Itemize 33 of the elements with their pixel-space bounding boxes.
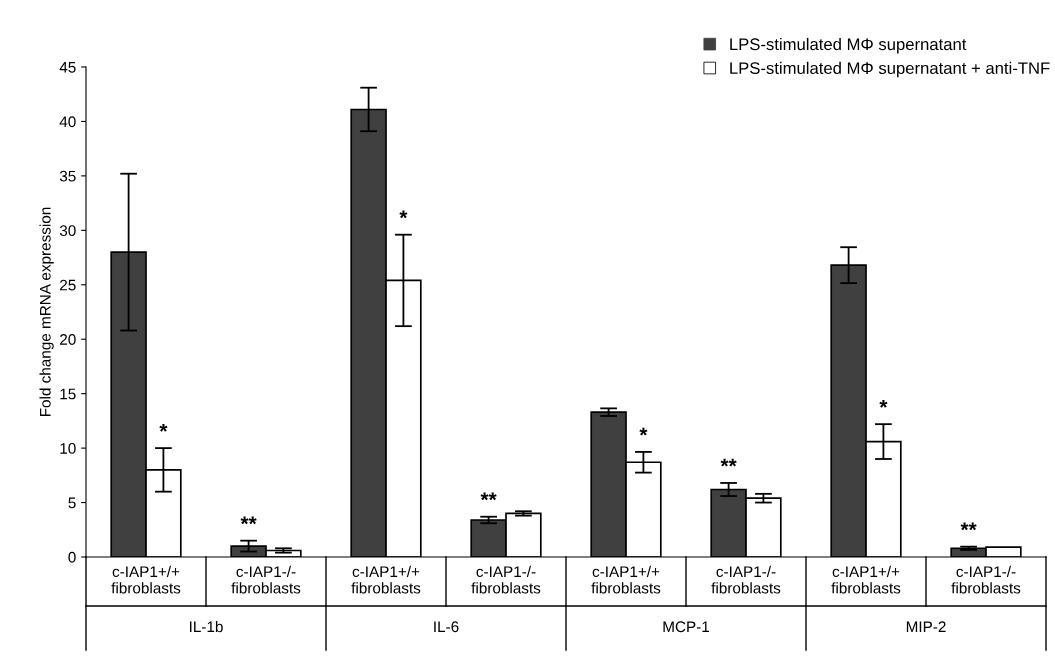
text: MIP-2 <box>906 621 946 632</box>
legend-label: LPS-stimulated MΦ supernatant <box>730 37 967 54</box>
text: IL-6 <box>434 621 459 633</box>
data-label: ** <box>240 516 257 525</box>
x-tick-label: c-IAP1-/- fibroblasts <box>711 565 781 594</box>
y-tick-label: 0 <box>68 551 76 563</box>
y-tick-label: 15 <box>60 388 76 400</box>
data-label: ** <box>720 458 737 467</box>
x-tick-label: c-IAP1+/+ fibroblasts <box>351 565 421 594</box>
x-tick-label: c-IAP1-/- fibroblasts <box>471 565 541 594</box>
x-tick-label: c-IAP1+/+ fibroblasts <box>591 565 661 594</box>
text: MCP-1 <box>663 621 710 633</box>
y-tick-label: 5 <box>68 497 76 509</box>
y-tick-label: 35 <box>59 170 76 182</box>
data-label: ** <box>960 522 977 531</box>
y-tick-label: 25 <box>60 279 76 291</box>
x-tick-label: c-IAP1+/+ fibroblasts <box>831 565 901 594</box>
text: IL-1b <box>190 620 223 633</box>
y-tick-label: 20 <box>60 334 76 345</box>
y-tick-label: 30 <box>59 225 76 237</box>
data-label: * <box>639 427 648 436</box>
y-axis-title: Fold change mRNA expression <box>39 207 54 417</box>
legend-label: LPS-stimulated MΦ supernatant + anti-TNF <box>730 61 1050 78</box>
data-label: * <box>879 399 888 408</box>
y-tick-label: 45 <box>59 62 76 73</box>
x-tick-label: c-IAP1-/- fibroblasts <box>951 565 1021 594</box>
y-tick-label: 40 <box>59 116 76 128</box>
data-label: ** <box>480 492 497 501</box>
x-tick-label: c-IAP1+/+ fibroblasts <box>111 565 181 594</box>
y-tick-label: 10 <box>60 442 76 454</box>
data-label: * <box>159 423 168 432</box>
x-tick-label: c-IAP1-/- fibroblasts <box>231 565 301 594</box>
data-label: * <box>399 210 408 219</box>
